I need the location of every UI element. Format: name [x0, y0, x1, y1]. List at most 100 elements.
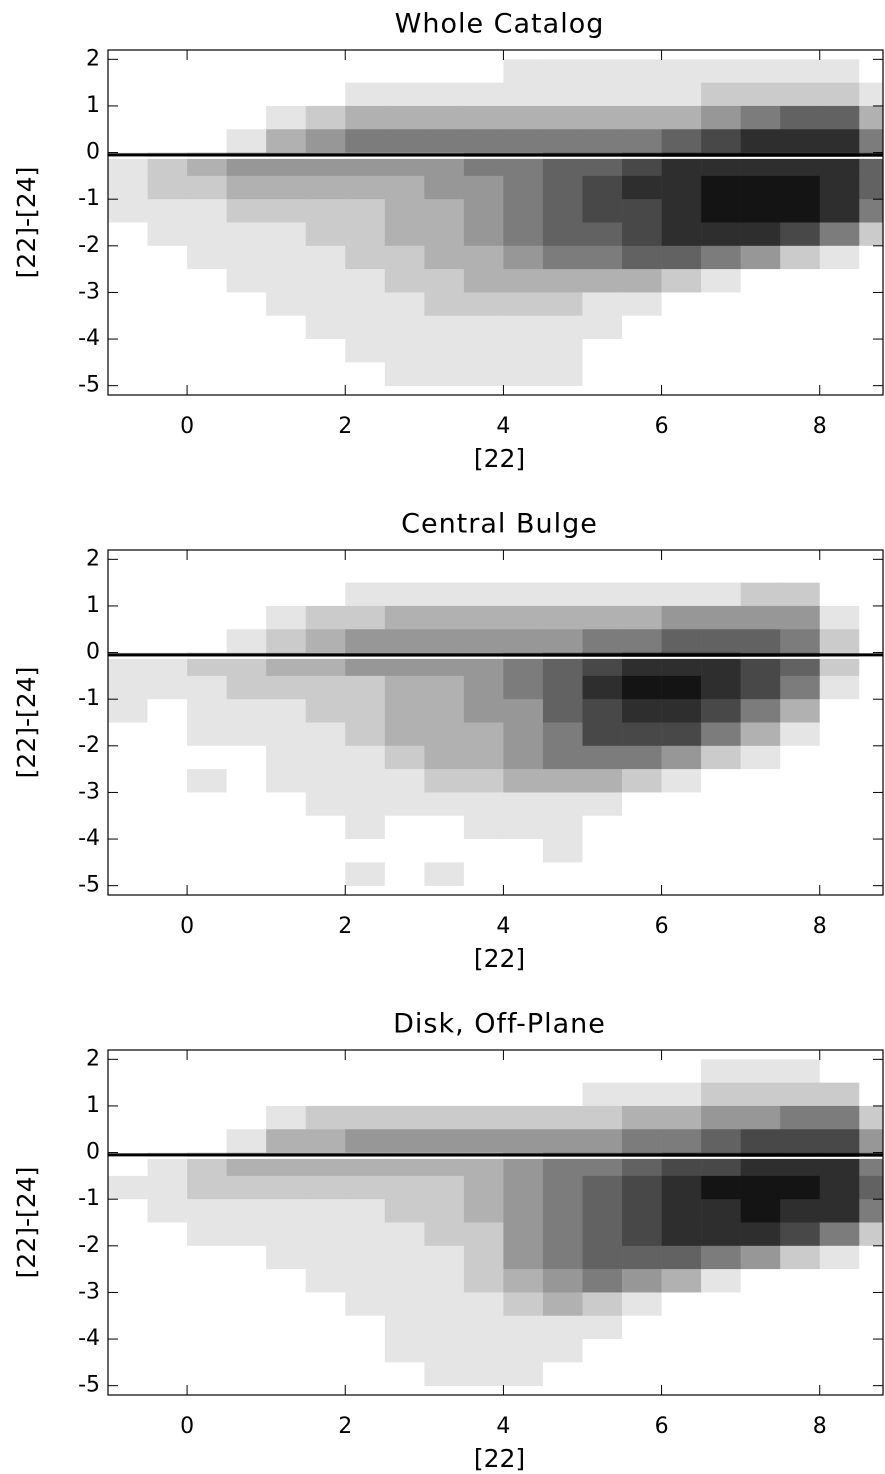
density-cell: [384, 1245, 425, 1270]
density-cell: [463, 199, 504, 223]
density-cell: [108, 1362, 148, 1386]
x-tick-label: 4: [496, 914, 510, 939]
density-cell: [661, 82, 702, 107]
density-cell: [384, 269, 425, 293]
density-cell: [463, 769, 504, 793]
density-cell: [424, 1082, 465, 1107]
density-cell: [108, 105, 148, 130]
density-cell: [266, 362, 307, 386]
density-cell: [740, 362, 781, 386]
density-cell: [819, 292, 860, 317]
density-cell: [661, 769, 702, 793]
density-cell: [266, 1222, 307, 1247]
density-cell: [305, 1315, 346, 1340]
density-cell: [108, 1129, 148, 1153]
density-cell: [187, 1222, 227, 1247]
density-cell: [503, 1175, 544, 1200]
density-cell: [384, 1269, 425, 1293]
density-cell: [622, 245, 662, 270]
density-cell: [701, 1269, 741, 1293]
density-cell: [622, 362, 662, 386]
density-cell: [542, 269, 583, 293]
density-cell: [463, 129, 504, 153]
density-cell: [503, 1292, 544, 1317]
density-cell: [780, 699, 821, 723]
density-cell: [108, 362, 148, 386]
density-cell: [305, 792, 346, 817]
density-cell: [147, 1105, 188, 1130]
density-cell: [424, 1222, 465, 1247]
y-tick-label: 1: [86, 593, 100, 618]
density-cell: [187, 582, 227, 607]
density-cell: [622, 339, 662, 363]
density-cell: [582, 1245, 623, 1270]
density-cell: [266, 269, 307, 293]
plot-frame: [107, 1049, 884, 1396]
density-cell: [463, 839, 504, 863]
density-cell: [542, 1222, 583, 1247]
density-cell: [266, 1315, 307, 1340]
density-cell: [108, 1175, 148, 1200]
density-cell: [108, 245, 148, 270]
density-cell: [819, 199, 860, 223]
density-cell: [108, 269, 148, 293]
density-cell: [463, 745, 504, 770]
density-cell: [859, 745, 883, 770]
density-cell: [661, 222, 702, 247]
y-axis-label: [22]-[24]: [12, 167, 41, 279]
density-cell: [582, 839, 623, 863]
density-cell: [740, 862, 781, 886]
density-cell: [187, 1315, 227, 1340]
density-cell: [622, 1315, 662, 1340]
density-cell: [424, 269, 465, 293]
density-cell: [542, 722, 583, 747]
density-cell: [226, 675, 267, 700]
density-cell: [503, 862, 544, 886]
density-cell: [740, 559, 781, 583]
panel-title: Central Bulge: [401, 509, 598, 540]
density-cell: [542, 105, 583, 130]
density-cell: [740, 1175, 781, 1200]
density-cell: [740, 175, 781, 200]
density-cell: [345, 699, 386, 723]
density-cell: [266, 59, 307, 83]
density-cell: [701, 339, 741, 363]
density-cell: [384, 292, 425, 317]
density-cell: [345, 245, 386, 270]
density-cell: [859, 862, 883, 886]
density-cell: [384, 862, 425, 886]
density-cell: [108, 745, 148, 770]
density-cell: [305, 675, 346, 700]
density-cell: [780, 559, 821, 583]
density-cell: [701, 839, 741, 863]
density-cell: [780, 1269, 821, 1293]
density-cell: [345, 1199, 386, 1223]
density-cell: [305, 559, 346, 583]
x-tick-label: 0: [180, 1414, 194, 1439]
density-cell: [226, 839, 267, 863]
density-cell: [266, 245, 307, 270]
density-cell: [226, 339, 267, 363]
density-cell: [503, 815, 544, 840]
density-cell: [424, 582, 465, 607]
density-cell: [740, 745, 781, 770]
density-cell: [108, 82, 148, 107]
density-cell: [147, 222, 188, 247]
density-cell: [108, 815, 148, 840]
density-cell: [108, 629, 148, 653]
density-cell: [859, 292, 883, 317]
density-cell: [226, 1245, 267, 1270]
density-cell: [622, 222, 662, 247]
density-cell: [345, 1245, 386, 1270]
density-cell: [147, 722, 188, 747]
density-cell: [859, 362, 883, 386]
density-cell: [266, 792, 307, 817]
density-cell: [819, 745, 860, 770]
density-cell: [582, 699, 623, 723]
density-cell: [147, 1059, 188, 1083]
density-cell: [740, 315, 781, 340]
density-cell: [108, 222, 148, 247]
density-cell: [266, 199, 307, 223]
density-cell: [780, 582, 821, 607]
density-cell: [384, 129, 425, 153]
